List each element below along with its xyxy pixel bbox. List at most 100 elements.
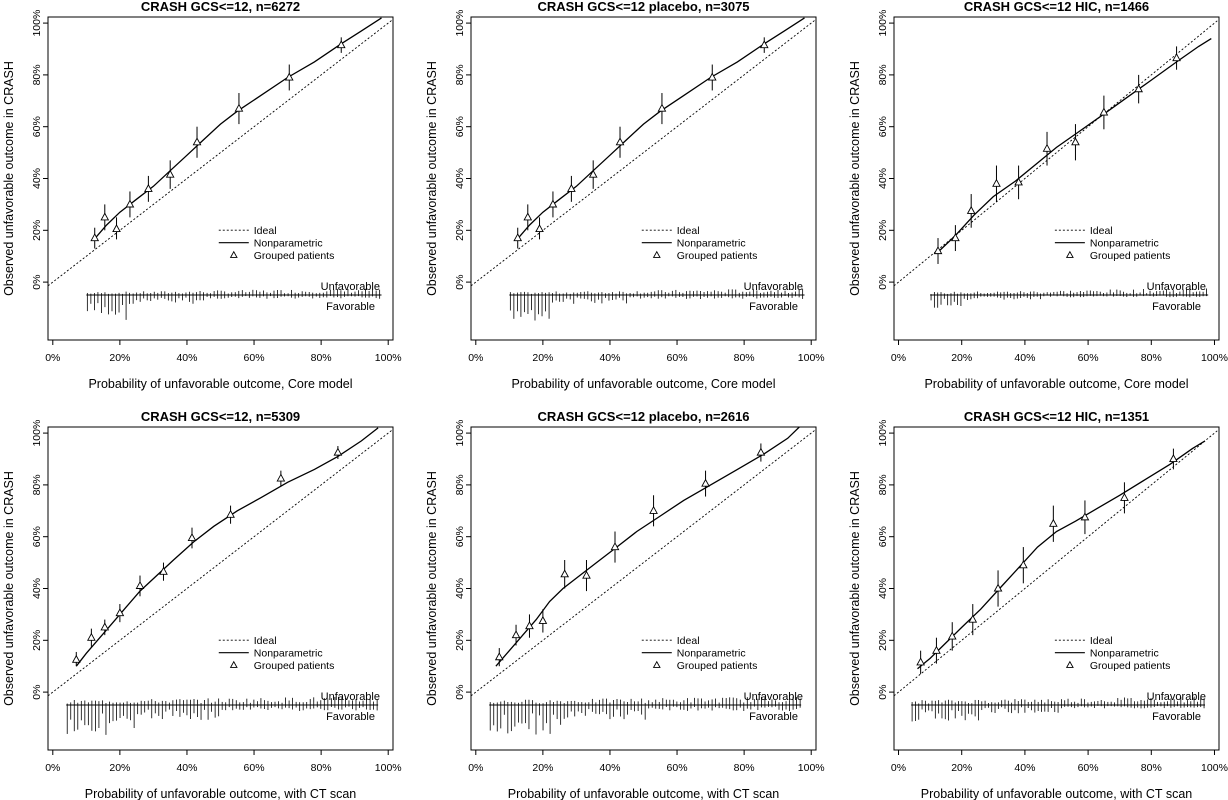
x-tick-label: 80%	[734, 762, 755, 774]
x-tick-label: 40%	[599, 352, 620, 364]
panel-title: CRASH GCS<=12 HIC, n=1466	[964, 0, 1149, 14]
spike-label-unfavorable: Unfavorable	[1147, 691, 1206, 703]
y-tick-label: 40%	[877, 578, 889, 599]
legend-grouped-swatch	[652, 250, 661, 258]
legend-grouped-label: Grouped patients	[254, 250, 335, 262]
spike-label-favorable: Favorable	[326, 301, 375, 313]
grouped-point	[159, 566, 168, 575]
spike-label-favorable: Favorable	[749, 301, 798, 313]
grouped-point	[135, 580, 145, 589]
y-axis-label: Observed unfavorable outcome in CRASH	[2, 61, 16, 296]
y-tick-label: 0%	[454, 275, 466, 290]
grouped-point	[1042, 143, 1052, 152]
grouped-point	[125, 199, 135, 208]
legend-grouped-swatch	[229, 660, 238, 668]
y-tick-label: 60%	[31, 526, 43, 547]
grouped-point	[1120, 492, 1129, 501]
y-tick-label: 80%	[877, 64, 889, 85]
x-tick-label: 60%	[1078, 762, 1099, 774]
grouped-point	[657, 103, 667, 112]
x-tick-label: 100%	[375, 762, 402, 774]
x-tick-label: 60%	[244, 352, 265, 364]
x-axis-label: Probability of unfavorable outcome, Core…	[88, 377, 352, 391]
plot-area	[471, 427, 816, 735]
grouped-point	[100, 622, 110, 631]
grouped-point	[165, 169, 175, 178]
legend-grouped-label: Grouped patients	[1090, 250, 1171, 262]
y-tick-label: 0%	[31, 275, 43, 290]
x-tick-label: 40%	[1014, 762, 1035, 774]
spike-label-unfavorable: Unfavorable	[1147, 281, 1206, 293]
nonparametric-curve	[92, 17, 382, 242]
x-tick-label: 100%	[375, 352, 402, 364]
x-tick-label: 60%	[1078, 352, 1099, 364]
grouped-point	[968, 614, 978, 623]
plot-area	[894, 19, 1219, 308]
grouped-point	[234, 103, 244, 112]
plot-area	[48, 427, 393, 735]
grouped-point	[947, 631, 957, 640]
legend-grouped-swatch	[229, 250, 238, 258]
spike-label-unfavorable: Unfavorable	[744, 281, 803, 293]
x-tick-label: 0%	[45, 352, 60, 364]
grouped-point	[115, 608, 125, 617]
x-axis-label: Probability of unfavorable outcome, Core…	[511, 377, 775, 391]
plot-area	[471, 17, 816, 321]
legend-nonparametric-label: Nonparametric	[1090, 238, 1159, 250]
legend-grouped-label: Grouped patients	[254, 660, 335, 672]
x-tick-label: 0%	[468, 762, 483, 774]
y-tick-label: 40%	[31, 578, 43, 599]
legend-ideal-label: Ideal	[677, 225, 700, 237]
x-tick-label: 20%	[532, 352, 553, 364]
grouped-point	[932, 645, 941, 654]
y-axis-label: Observed unfavorable outcome in CRASH	[848, 61, 862, 296]
legend-grouped-label: Grouped patients	[1090, 660, 1171, 672]
ideal-line	[48, 429, 393, 697]
grouped-point	[951, 233, 960, 242]
x-axis-label: Probability of unfavorable outcome, with…	[85, 787, 356, 800]
grouped-point	[1099, 107, 1109, 116]
ideal-line	[894, 429, 1219, 697]
panel-4: 0% 20% 40% 60% 80% 100% 0% 20% 40% 60% 80% 100% CRAS…	[2, 409, 402, 800]
x-tick-label: 40%	[176, 762, 197, 774]
grouped-point	[992, 178, 1001, 187]
grouped-point	[511, 630, 521, 639]
x-tick-label: 0%	[45, 762, 60, 774]
y-tick-label: 40%	[31, 168, 43, 189]
y-tick-label: 100%	[31, 420, 43, 447]
grouped-point	[1134, 84, 1144, 93]
x-tick-label: 80%	[1141, 352, 1162, 364]
y-tick-label: 80%	[454, 64, 466, 85]
spike-label-unfavorable: Unfavorable	[744, 691, 803, 703]
grouped-point	[187, 533, 197, 542]
legend-nonparametric-label: Nonparametric	[254, 648, 323, 660]
x-tick-label: 20%	[532, 762, 553, 774]
x-tick-label: 100%	[798, 352, 825, 364]
nonparametric-curve	[515, 17, 805, 242]
grouped-point	[610, 542, 620, 551]
x-tick-label: 100%	[1201, 352, 1228, 364]
y-tick-label: 80%	[877, 474, 889, 495]
grouped-point	[649, 505, 658, 514]
y-axis-label: Observed unfavorable outcome in CRASH	[425, 61, 439, 296]
x-tick-label: 80%	[311, 762, 332, 774]
y-tick-label: 40%	[454, 168, 466, 189]
grouped-point	[144, 183, 153, 192]
grouped-point	[933, 246, 943, 255]
grouped-point	[759, 40, 769, 49]
spike-label-favorable: Favorable	[1152, 301, 1201, 313]
x-tick-label: 100%	[1201, 762, 1228, 774]
grouped-point	[276, 473, 286, 482]
spike-label-unfavorable: Unfavorable	[321, 281, 380, 293]
y-tick-label: 80%	[31, 474, 43, 495]
nonparametric-curve	[75, 427, 379, 667]
grouped-point	[993, 583, 1003, 592]
y-tick-label: 60%	[31, 116, 43, 137]
legend-grouped-label: Grouped patients	[677, 660, 758, 672]
grouped-point	[333, 447, 343, 456]
x-tick-label: 60%	[244, 762, 265, 774]
ideal-line	[471, 429, 816, 697]
y-tick-label: 0%	[877, 275, 889, 290]
x-tick-label: 80%	[1141, 762, 1162, 774]
grouped-point	[513, 233, 523, 242]
